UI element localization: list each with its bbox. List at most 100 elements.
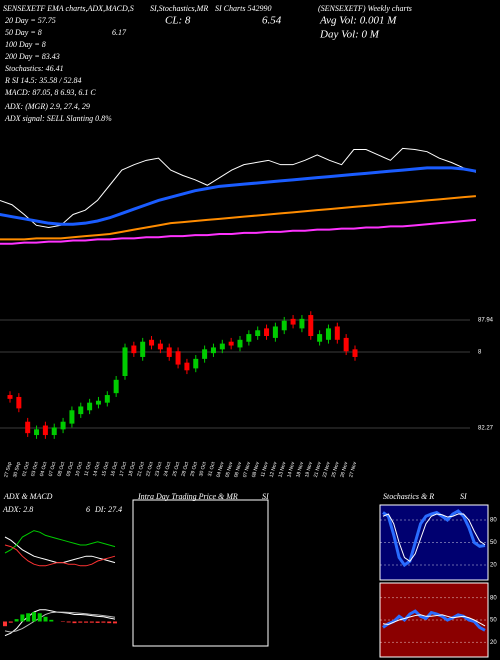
indicator-label: R SI 14.5: 35.58 / 52.84 bbox=[4, 76, 81, 85]
candle-body bbox=[113, 379, 119, 394]
histogram-bar bbox=[3, 621, 7, 627]
x-tick-label: 25 Oct bbox=[172, 461, 182, 477]
indicator-label: Stochastics: 46.41 bbox=[5, 64, 64, 73]
candle-body bbox=[7, 395, 13, 399]
panel-title: Intra Day Trading Price & MR bbox=[137, 492, 238, 501]
candle-body bbox=[272, 326, 278, 338]
x-tick-label: 10 Oct bbox=[74, 461, 84, 477]
header-text: SI,Stochastics,MR bbox=[150, 4, 208, 13]
x-tick-label: 21 Oct bbox=[136, 461, 146, 477]
x-tick-label: 30 Oct bbox=[198, 461, 208, 477]
y-tick-label: 82.27 bbox=[478, 426, 494, 432]
candle-body bbox=[60, 421, 66, 430]
x-tick-label: 24 Oct bbox=[163, 461, 173, 477]
candle-body bbox=[104, 395, 110, 403]
indicator-line bbox=[382, 509, 486, 568]
candle-body bbox=[25, 421, 31, 434]
volume-label: Avg Vol: 0.001 M bbox=[319, 15, 397, 27]
histogram-bar bbox=[107, 621, 112, 624]
histogram-bar bbox=[49, 619, 54, 622]
histogram-bar bbox=[89, 621, 94, 623]
candle-body bbox=[51, 427, 57, 436]
candle-body bbox=[290, 318, 296, 325]
candle-body bbox=[157, 343, 163, 350]
histogram-bar bbox=[43, 616, 48, 622]
header-text: SI Charts 542990 bbox=[215, 4, 271, 13]
candle-body bbox=[122, 347, 128, 376]
candle-body bbox=[228, 341, 234, 346]
moving-average-line bbox=[0, 166, 477, 226]
annotation: DI: 27.4 bbox=[94, 505, 122, 514]
x-tick-label: 03 Oct bbox=[30, 461, 40, 477]
y-tick-label: 8 bbox=[478, 350, 482, 356]
histogram-bar bbox=[37, 613, 42, 622]
x-tick-label: 25 Nov bbox=[331, 461, 341, 478]
panel-title: ADX & MACD bbox=[3, 492, 53, 501]
x-tick-label: 05 Nov bbox=[224, 461, 234, 478]
indicator-label: ADX: (MGR) 2.9, 27.4, 29 bbox=[4, 102, 90, 111]
histogram-bar bbox=[72, 621, 77, 624]
y-tick-label: 80 bbox=[490, 595, 497, 601]
panel-subtitle: SI bbox=[460, 492, 467, 501]
indicator-label: MACD: 87.05, 8 6.93, 6.1 C bbox=[4, 88, 96, 97]
close-label: CL: 8 bbox=[165, 15, 191, 27]
candle-body bbox=[352, 349, 358, 357]
annotation: 6 bbox=[86, 505, 90, 514]
x-tick-label: 28 Oct bbox=[181, 461, 191, 477]
histogram-bar bbox=[8, 621, 13, 623]
candle-body bbox=[166, 347, 172, 357]
x-tick-label: 27 Nov bbox=[348, 461, 358, 478]
x-tick-label: 21 Nov bbox=[313, 461, 323, 478]
histogram-bar bbox=[95, 621, 100, 623]
histogram-bar bbox=[84, 621, 89, 623]
indicator-line bbox=[4, 544, 116, 567]
histogram-bar bbox=[113, 621, 117, 624]
ema-label: 6.17 bbox=[112, 28, 127, 37]
candle-body bbox=[184, 362, 190, 371]
x-tick-label: 11 Nov bbox=[260, 461, 270, 478]
x-tick-label: 06 Nov bbox=[233, 461, 243, 478]
x-tick-label: 07 Oct bbox=[48, 461, 58, 477]
histogram-bar bbox=[31, 612, 36, 622]
x-tick-label: 26 Nov bbox=[339, 461, 349, 478]
x-tick-label: 19 Nov bbox=[304, 461, 314, 478]
x-tick-label: 16 Oct bbox=[110, 461, 120, 477]
moving-average-line bbox=[0, 195, 476, 241]
y-tick-label: 50 bbox=[490, 618, 497, 624]
y-tick-label: 80 bbox=[490, 518, 497, 524]
x-tick-label: 17 Oct bbox=[119, 461, 129, 477]
ema-label: 100 Day = 8 bbox=[5, 40, 46, 49]
indicator-line bbox=[4, 536, 116, 564]
x-tick-label: 08 Oct bbox=[57, 461, 67, 477]
x-tick-label: 22 Nov bbox=[322, 461, 332, 478]
candle-body bbox=[140, 341, 146, 357]
moving-average-line bbox=[0, 147, 477, 229]
y-tick-label: 20 bbox=[490, 563, 497, 569]
moving-average-line bbox=[0, 218, 476, 245]
x-tick-label: 30 Sep bbox=[12, 461, 22, 478]
candle-body bbox=[246, 334, 252, 342]
candle-body bbox=[202, 349, 208, 359]
candle-body bbox=[16, 396, 22, 409]
indicator-line bbox=[382, 609, 486, 632]
candle-body bbox=[175, 351, 181, 365]
panel-title: Stochastics & R bbox=[383, 492, 434, 501]
x-tick-label: 18 Nov bbox=[295, 461, 305, 478]
header-text: (SENSEXETF) Weekly charts bbox=[318, 4, 412, 13]
x-tick-label: 29 Oct bbox=[189, 461, 199, 477]
candle-body bbox=[325, 328, 331, 340]
indicator-line bbox=[4, 530, 116, 554]
x-tick-label: 08 Nov bbox=[251, 461, 261, 478]
x-tick-label: 13 Nov bbox=[278, 461, 288, 478]
candle-body bbox=[219, 343, 225, 350]
x-tick-label: 04 Nov bbox=[216, 461, 226, 478]
candle-body bbox=[343, 337, 349, 352]
x-tick-label: 15 Oct bbox=[101, 461, 111, 477]
candle-body bbox=[95, 400, 101, 405]
close-label: 6.54 bbox=[262, 15, 282, 27]
candle-body bbox=[308, 315, 314, 336]
candle-body bbox=[69, 410, 75, 424]
candle-body bbox=[131, 345, 137, 354]
candle-body bbox=[87, 402, 93, 411]
